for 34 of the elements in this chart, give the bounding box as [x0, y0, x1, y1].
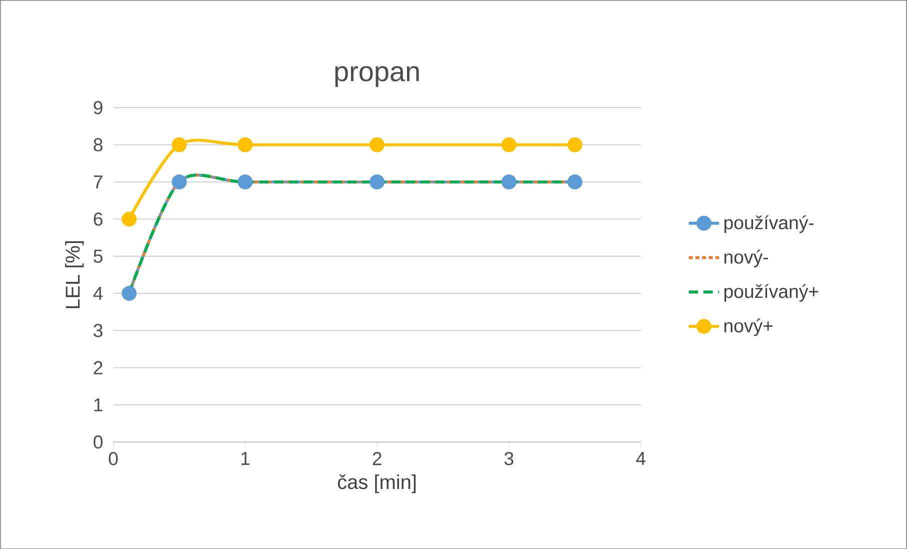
x-axis-title: čas [min] — [338, 474, 416, 493]
point — [567, 174, 582, 190]
x-tick-label: 1 — [241, 452, 250, 465]
y-tick-label: 0 — [94, 435, 103, 448]
point — [370, 174, 385, 190]
point — [122, 211, 137, 226]
legend-label: nový+ — [724, 318, 773, 336]
point — [501, 174, 516, 190]
y-tick-label: 7 — [94, 175, 102, 188]
y-axis-title: LEL [%] — [65, 241, 84, 308]
legend-label: používaný- — [724, 215, 814, 233]
point — [122, 286, 137, 301]
y-tick-label: 3 — [94, 324, 102, 338]
y-tick-label: 6 — [94, 212, 102, 226]
y-tick-label: 5 — [94, 250, 102, 263]
y-tick-label: 2 — [94, 361, 102, 374]
y-tick-label: 4 — [93, 286, 103, 300]
point — [567, 137, 582, 152]
point — [501, 137, 516, 152]
x-tick-label: 3 — [504, 452, 514, 466]
legend-label: nový- — [724, 250, 768, 268]
x-tick-label: 4 — [636, 452, 646, 465]
point — [238, 174, 253, 190]
point — [172, 174, 187, 190]
y-tick-label: 1 — [94, 398, 102, 412]
point — [172, 137, 187, 152]
chart-title: propan — [335, 66, 419, 87]
y-tick-label: 9 — [94, 100, 102, 114]
point — [238, 137, 253, 152]
legend-label: používaný+ — [724, 284, 818, 302]
point — [370, 137, 385, 152]
x-tick-label: 0 — [108, 452, 118, 466]
y-tick-label: 8 — [94, 138, 102, 152]
x-tick-label: 2 — [372, 452, 382, 465]
